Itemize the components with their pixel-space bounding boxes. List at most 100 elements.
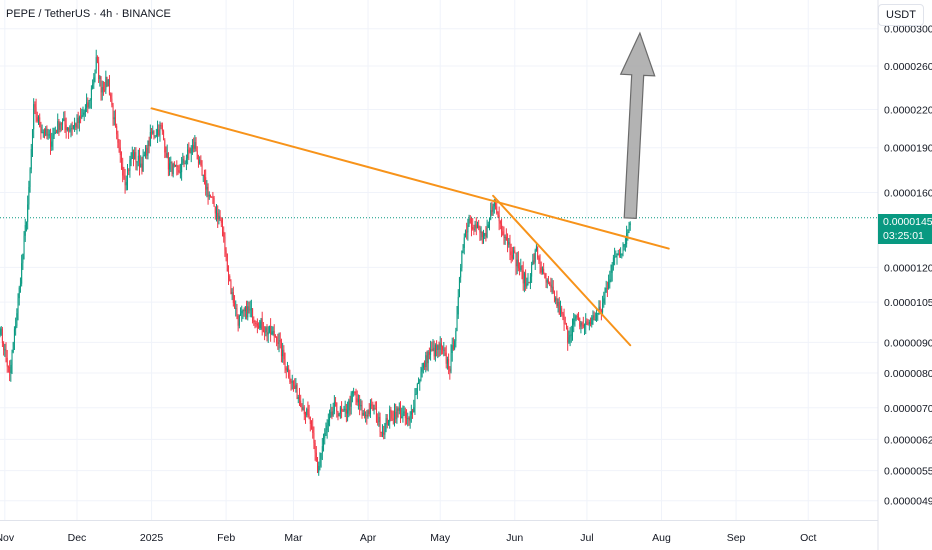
candle-body [413, 407, 415, 413]
candle-body [235, 308, 237, 310]
candle-body [481, 231, 483, 238]
candle-body [572, 324, 574, 335]
candle-body [83, 112, 85, 115]
candle-body [443, 349, 445, 351]
candle-body [166, 153, 168, 158]
candle-body [396, 408, 398, 420]
candle-body [277, 342, 279, 344]
candle-body [392, 418, 394, 420]
candle-body [498, 215, 500, 222]
candle-body [222, 222, 224, 232]
candle-body [265, 327, 267, 333]
candle-body [401, 416, 403, 418]
candle-body [266, 327, 268, 335]
candle-body [182, 159, 184, 164]
candle-body [23, 235, 25, 254]
candle-body [141, 163, 143, 172]
candle-body [617, 253, 619, 256]
candle-body [507, 239, 509, 245]
candle-body [208, 194, 210, 197]
candle-body [252, 308, 254, 321]
candle-body [570, 334, 572, 336]
candle-body [53, 133, 55, 136]
candle-body [268, 325, 270, 333]
candle-body [549, 282, 551, 285]
candle-body [11, 352, 13, 365]
candle-body [111, 98, 113, 106]
candle-body [30, 149, 32, 170]
candle-body [176, 164, 178, 167]
candle-body [304, 414, 306, 416]
candle-body [444, 349, 446, 353]
candle-body [372, 404, 374, 410]
candle-body [249, 309, 251, 311]
candle-body [451, 345, 453, 354]
candle-body [75, 123, 77, 128]
candle-body [485, 232, 487, 238]
candle-body [491, 210, 493, 212]
candle-body [68, 127, 70, 130]
candle-body [486, 227, 488, 238]
candle-body [232, 292, 234, 303]
candle-body [312, 426, 314, 433]
candle-body [88, 100, 90, 108]
candle-body [119, 147, 121, 155]
candle-body [223, 231, 225, 237]
candle-body [623, 244, 625, 247]
candle-body [93, 77, 95, 85]
candle-body [284, 358, 286, 368]
candle-body [363, 412, 365, 416]
candle-body [160, 125, 162, 127]
candle-body [169, 163, 171, 170]
candle-body [327, 419, 329, 426]
candle-body [525, 273, 527, 287]
last-price-tag: 0.00001452 03:25:01 [878, 214, 932, 244]
candle-body [56, 132, 58, 134]
candle-body [330, 411, 332, 418]
grid-lines [0, 0, 879, 550]
candle-body [214, 206, 216, 214]
candle-body [262, 329, 264, 332]
candle-body [608, 282, 610, 289]
candle-body [567, 327, 569, 343]
candle-body [421, 368, 423, 372]
candle-body [211, 196, 213, 198]
candle-body [564, 323, 566, 325]
candle-body [495, 201, 497, 207]
candle-body [135, 152, 137, 162]
candle-body [189, 152, 191, 154]
candle-body [319, 458, 321, 466]
candle-body [217, 212, 219, 220]
candle-body [323, 438, 325, 447]
candle-body [92, 84, 94, 89]
candle-body [41, 132, 43, 134]
candle-body [206, 186, 208, 190]
candle-body [3, 343, 5, 351]
candle-body [47, 134, 49, 136]
candle-body [480, 231, 482, 233]
candle-body [295, 384, 297, 389]
candle-body [380, 431, 382, 434]
candle-body [46, 128, 48, 136]
candle-body [297, 396, 299, 399]
currency-button[interactable]: USDT [878, 4, 924, 26]
candle-body [431, 349, 433, 351]
candle-body [191, 145, 193, 149]
candle-body [348, 400, 350, 411]
candle-body [618, 253, 620, 256]
candle-body [309, 416, 311, 424]
candle-body [331, 411, 333, 416]
candle-body [205, 177, 207, 190]
candle-body [140, 163, 142, 168]
candle-body [475, 224, 477, 229]
candle-body [456, 314, 458, 331]
candle-body [50, 134, 52, 147]
candle-body [349, 400, 351, 407]
candle-body [146, 147, 148, 156]
candle-body [18, 287, 20, 299]
candle-body [472, 227, 474, 229]
